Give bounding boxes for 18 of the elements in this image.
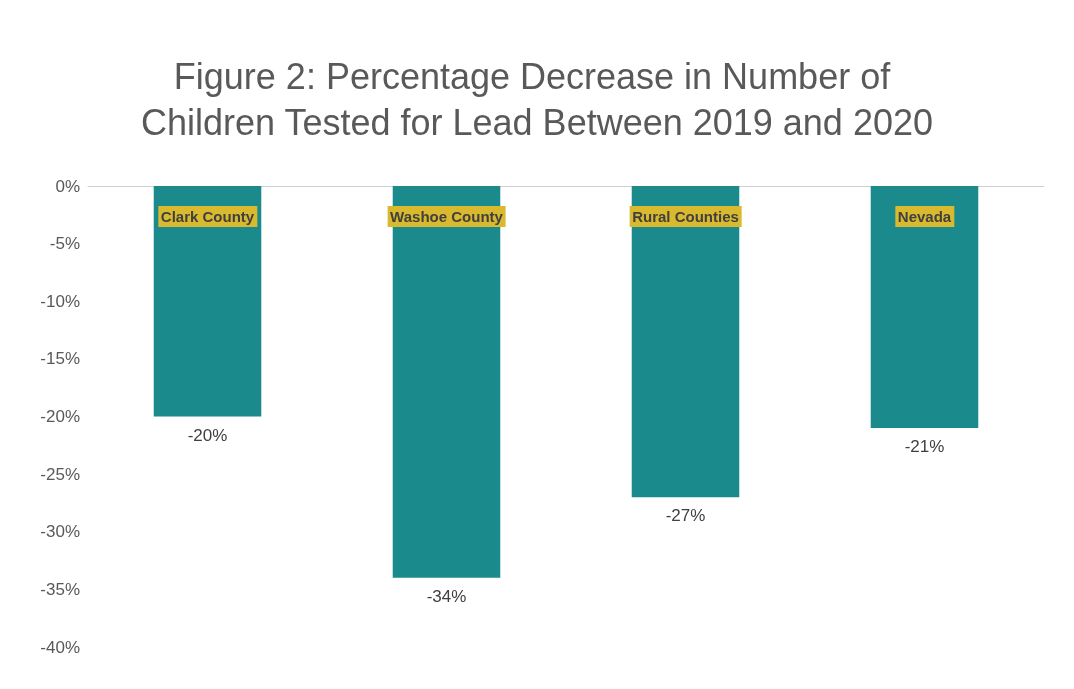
data-label: -20% (187, 425, 228, 445)
x-tick-label: Clark County (157, 206, 258, 227)
y-tick-label: -5% (49, 234, 80, 254)
x-tick-label: Washoe County (387, 206, 506, 227)
y-tick-label: -35% (40, 579, 80, 599)
y-tick-label: -30% (40, 522, 80, 542)
y-tick-label: -10% (40, 291, 80, 311)
data-label: -27% (665, 506, 706, 526)
y-tick-label: -40% (40, 637, 80, 657)
data-label: -34% (426, 586, 467, 606)
chart-title: Figure 2: Percentage Decrease in Number of Children Tested for Lead Between 2019 and 2020 (141, 55, 933, 143)
y-tick-label: -25% (40, 464, 80, 484)
y-tick-label: -20% (40, 407, 80, 426)
data-label: -21% (904, 437, 945, 457)
y-tick-label: 0% (55, 176, 80, 196)
y-tick-label: -15% (40, 349, 80, 369)
x-tick-label: Nevada (894, 206, 955, 227)
x-tick-label: Rural Counties (629, 206, 742, 227)
